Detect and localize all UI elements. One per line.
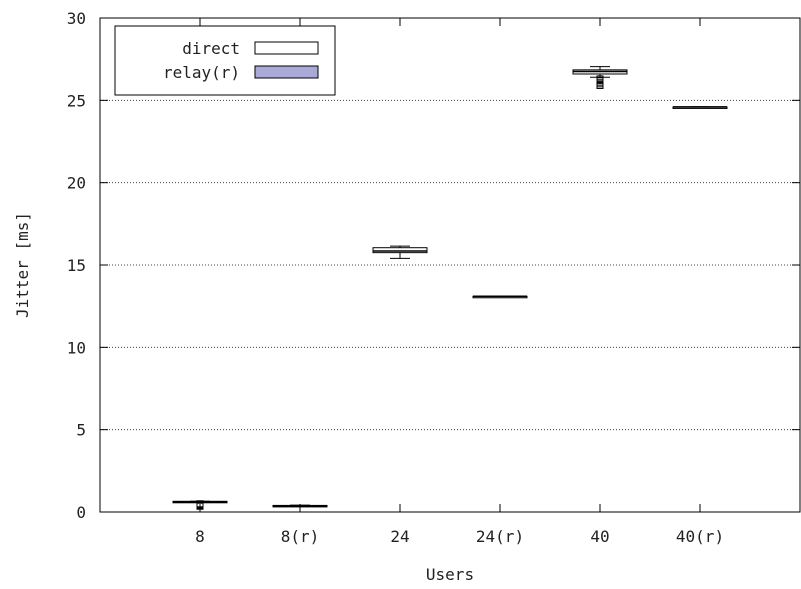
y-tick-label-0: 0 — [76, 503, 86, 522]
box-24 — [372, 245, 428, 259]
y-axis-label: Jitter [ms] — [13, 212, 32, 318]
x-tick-label-5: 40(r) — [676, 527, 724, 546]
box-iqr — [372, 247, 428, 254]
box-24(r) — [472, 295, 528, 299]
legend-label-relay: relay(r) — [163, 63, 240, 82]
legend-swatch-relay — [254, 65, 319, 79]
box-40(r) — [672, 106, 728, 109]
x-tick-label-1: 8(r) — [281, 527, 320, 546]
x-tick-label-0: 8 — [195, 527, 205, 546]
box-8(r) — [272, 504, 328, 508]
legend-swatch-direct — [254, 41, 319, 55]
box-series — [172, 66, 728, 510]
y-tick-label-25: 25 — [67, 91, 86, 110]
y-tick-label-20: 20 — [67, 174, 86, 193]
legend-label-direct: direct — [182, 39, 240, 58]
legend-box — [114, 25, 336, 96]
x-tick-label-3: 24(r) — [476, 527, 524, 546]
grid-lines — [100, 99, 800, 431]
x-tick-label-2: 24 — [390, 527, 409, 546]
box-8 — [172, 500, 228, 510]
box-40 — [572, 66, 628, 90]
y-axis-ticks: 0 5 10 15 20 25 30 — [67, 9, 800, 522]
plot-frame — [99, 17, 801, 513]
y-tick-label-30: 30 — [67, 9, 86, 28]
outlier-point-3 — [196, 502, 204, 510]
x-axis-ticks: 8 8(r) 24 24(r) 40 40(r) — [195, 18, 724, 546]
y-tick-label-15: 15 — [67, 256, 86, 275]
outlier-point-4 — [596, 82, 604, 90]
y-tick-label-10: 10 — [67, 338, 86, 357]
x-axis-label: Users — [426, 565, 474, 584]
x-tick-label-4: 40 — [590, 527, 609, 546]
y-tick-label-5: 5 — [76, 421, 86, 440]
legend: direct relay(r) — [114, 25, 336, 96]
